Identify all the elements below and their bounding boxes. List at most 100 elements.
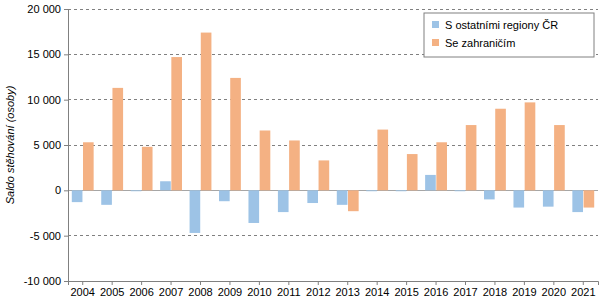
bar bbox=[495, 109, 506, 191]
bar-series bbox=[83, 33, 594, 212]
x-tick-mark bbox=[347, 281, 348, 285]
grid-line bbox=[68, 235, 598, 236]
x-tick: 2019 bbox=[512, 281, 536, 298]
legend-item: S ostatními regiony ČR bbox=[432, 19, 558, 31]
x-tick: 2017 bbox=[453, 281, 477, 298]
x-tick-label: 2016 bbox=[424, 286, 448, 298]
bar bbox=[112, 88, 123, 190]
x-tick: 2012 bbox=[306, 281, 330, 298]
y-tick-mark bbox=[64, 281, 68, 282]
x-tick: 2004 bbox=[70, 281, 94, 298]
x-tick-mark bbox=[141, 281, 142, 285]
bar bbox=[525, 102, 536, 190]
y-tick-mark bbox=[64, 54, 68, 55]
bar bbox=[348, 190, 359, 211]
bar bbox=[190, 190, 201, 233]
bar bbox=[466, 125, 477, 190]
bar bbox=[260, 130, 271, 190]
bar bbox=[171, 57, 182, 190]
x-tick-mark bbox=[318, 281, 319, 285]
legend-swatch bbox=[432, 21, 439, 28]
x-tick: 2013 bbox=[335, 281, 359, 298]
x-tick-label: 2006 bbox=[129, 286, 153, 298]
bar bbox=[131, 190, 142, 192]
y-tick-mark bbox=[64, 236, 68, 237]
x-tick-label: 2009 bbox=[218, 286, 242, 298]
x-tick-label: 2014 bbox=[365, 286, 389, 298]
x-tick-mark bbox=[377, 281, 378, 285]
x-tick-mark bbox=[82, 281, 83, 285]
y-tick-mark bbox=[64, 100, 68, 101]
bar bbox=[142, 147, 153, 191]
x-axis-line bbox=[69, 282, 599, 286]
y-tick: 0 bbox=[55, 184, 68, 196]
x-tick: 2018 bbox=[483, 281, 507, 298]
bar bbox=[337, 190, 348, 205]
y-tick-label: 20 000 bbox=[27, 3, 61, 15]
y-tick-label: 15 000 bbox=[27, 48, 61, 60]
y-tick-mark bbox=[64, 9, 68, 10]
x-tick: 2007 bbox=[159, 281, 183, 298]
x-tick-mark bbox=[524, 281, 525, 285]
bar bbox=[248, 190, 259, 223]
plot: -10 000 -5 000 0 5 000 10 000 15 000 20 000 200… bbox=[24, 3, 599, 298]
y-tick: -10 000 bbox=[24, 275, 68, 287]
bar bbox=[201, 33, 212, 191]
bar bbox=[230, 78, 241, 190]
bar bbox=[396, 190, 407, 192]
bar bbox=[543, 190, 554, 206]
y-tick-label: -5 000 bbox=[30, 230, 61, 242]
x-tick: 2005 bbox=[100, 281, 124, 298]
y-tick: 5 000 bbox=[33, 139, 68, 151]
bar bbox=[278, 190, 289, 212]
y-tick-label: 10 000 bbox=[27, 94, 61, 106]
x-tick-mark bbox=[436, 281, 437, 285]
x-tick: 2014 bbox=[365, 281, 389, 298]
bar bbox=[377, 130, 388, 191]
x-tick-mark bbox=[465, 281, 466, 285]
bar bbox=[554, 125, 565, 190]
x-tick-label: 2011 bbox=[277, 286, 301, 298]
x-tick: 2021 bbox=[571, 281, 595, 298]
grid bbox=[68, 9, 598, 281]
x-tick-label: 2020 bbox=[542, 286, 566, 298]
x-tick: 2008 bbox=[188, 281, 212, 298]
y-tick-label: 0 bbox=[55, 184, 61, 196]
y-tick-mark bbox=[64, 145, 68, 146]
legend-label: Se zahraničím bbox=[445, 37, 515, 49]
bar bbox=[407, 154, 418, 190]
x-tick-label: 2018 bbox=[483, 286, 507, 298]
y-tick: -5 000 bbox=[30, 230, 68, 242]
bar bbox=[307, 190, 318, 203]
x-tick-label: 2012 bbox=[306, 286, 330, 298]
x-tick: 2009 bbox=[218, 281, 242, 298]
bar bbox=[484, 190, 495, 199]
y-axis-title: Saldo stěhování (osoby) bbox=[4, 85, 16, 204]
x-tick: 2006 bbox=[129, 281, 153, 298]
x-tick-mark bbox=[112, 281, 113, 285]
x-tick-mark bbox=[288, 281, 289, 285]
bar bbox=[289, 140, 300, 190]
x-tick-label: 2004 bbox=[70, 286, 94, 298]
y-axis-line bbox=[64, 10, 69, 282]
y-tick: 10 000 bbox=[27, 94, 68, 106]
y-tick: 15 000 bbox=[27, 48, 68, 60]
bar bbox=[584, 190, 595, 207]
bar bbox=[319, 160, 330, 190]
x-tick-label: 2019 bbox=[512, 286, 536, 298]
grid-line bbox=[68, 145, 598, 146]
x-tick: 2015 bbox=[394, 281, 418, 298]
bar bbox=[513, 190, 524, 207]
y-tick-mark bbox=[64, 190, 68, 191]
x-tick-mark bbox=[229, 281, 230, 285]
bar bbox=[83, 142, 94, 190]
bar bbox=[101, 190, 112, 205]
legend-box bbox=[424, 13, 594, 57]
bar bbox=[455, 190, 466, 192]
x-axis: 2004200520062007200820092010201120122013… bbox=[69, 281, 599, 298]
y-tick-label: -10 000 bbox=[24, 275, 61, 287]
chart: -10 000 -5 000 0 5 000 10 000 15 000 20 000 200… bbox=[0, 0, 605, 302]
x-tick: 2011 bbox=[277, 281, 301, 298]
x-tick-label: 2013 bbox=[335, 286, 359, 298]
y-tick: 20 000 bbox=[27, 3, 68, 15]
